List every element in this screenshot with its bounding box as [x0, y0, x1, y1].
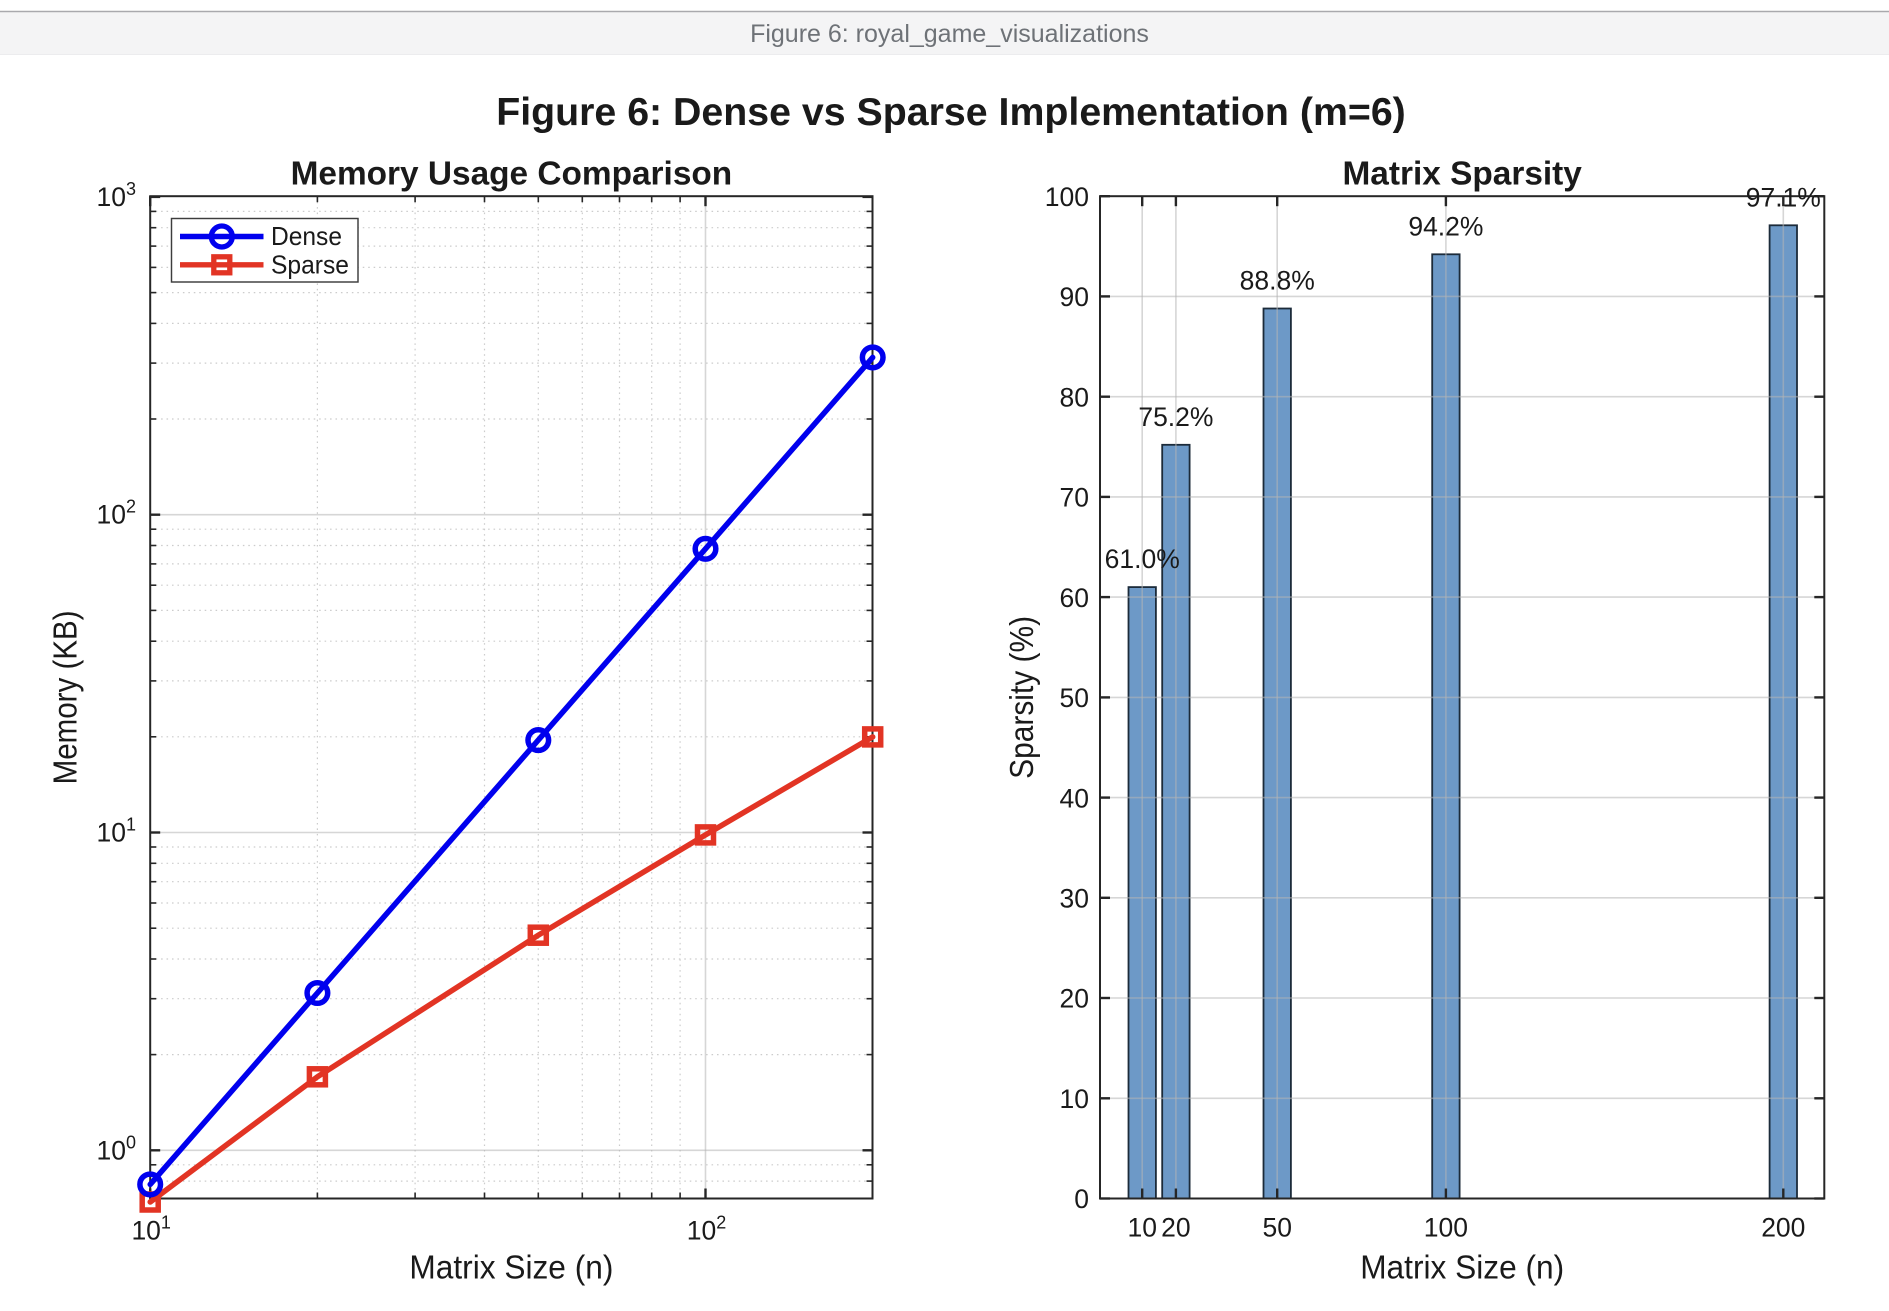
svg-text:100: 100 [1045, 182, 1089, 212]
svg-text:30: 30 [1060, 884, 1089, 914]
svg-text:Matrix Size (n): Matrix Size (n) [1360, 1249, 1564, 1286]
svg-text:Matrix Sparsity: Matrix Sparsity [1342, 156, 1582, 193]
svg-text:70: 70 [1060, 483, 1089, 513]
svg-text:200: 200 [1761, 1213, 1805, 1243]
svg-text:Memory (KB): Memory (KB) [47, 610, 84, 784]
svg-text:75.2%: 75.2% [1138, 402, 1213, 432]
svg-text:Memory Usage Comparison: Memory Usage Comparison [291, 156, 733, 193]
svg-text:61.0%: 61.0% [1105, 544, 1180, 574]
svg-text:Figure 6: Dense vs Sparse Impl: Figure 6: Dense vs Sparse Implementation… [496, 90, 1406, 134]
svg-text:60: 60 [1060, 583, 1089, 613]
svg-text:50: 50 [1262, 1213, 1291, 1243]
svg-text:20: 20 [1161, 1213, 1190, 1243]
svg-text:Matrix Size (n): Matrix Size (n) [409, 1249, 613, 1286]
svg-text:100: 100 [1424, 1213, 1468, 1243]
svg-text:80: 80 [1060, 382, 1089, 412]
svg-text:Sparsity (%): Sparsity (%) [1003, 616, 1040, 779]
svg-text:Dense: Dense [271, 221, 342, 251]
svg-text:40: 40 [1060, 783, 1089, 813]
svg-text:Figure 6: royal_game_visualiza: Figure 6: royal_game_visualizations [750, 20, 1149, 48]
svg-text:97.1%: 97.1% [1746, 182, 1821, 212]
svg-text:0: 0 [1074, 1184, 1089, 1214]
svg-text:10: 10 [1060, 1084, 1089, 1114]
svg-text:94.2%: 94.2% [1408, 211, 1483, 241]
svg-text:10: 10 [1127, 1213, 1156, 1243]
svg-text:101: 101 [131, 1212, 171, 1245]
svg-text:50: 50 [1060, 683, 1089, 713]
svg-text:20: 20 [1060, 984, 1089, 1014]
svg-text:90: 90 [1060, 282, 1089, 312]
svg-text:Sparse: Sparse [271, 249, 349, 279]
svg-text:88.8%: 88.8% [1240, 266, 1315, 296]
